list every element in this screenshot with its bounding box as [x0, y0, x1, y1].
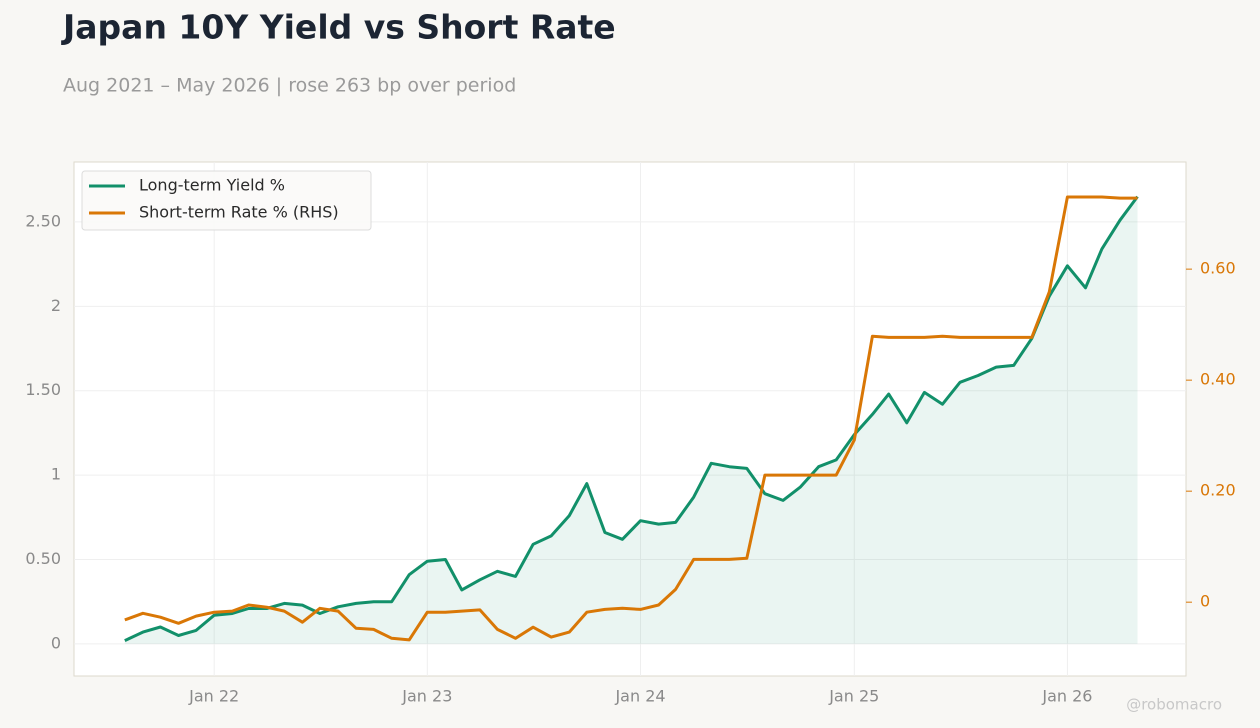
plot-area: [73, 161, 1187, 677]
legend-label: Long-term Yield %: [139, 176, 285, 195]
y-tick-label: 2.50: [25, 211, 61, 230]
x-tick-label: Jan 24: [614, 687, 665, 706]
legend-box: [81, 170, 372, 231]
x-tick-label: Jan 22: [188, 687, 239, 706]
y-tick-label: 1: [51, 465, 61, 484]
y2-tick-label: 0.20: [1200, 481, 1236, 500]
y-tick-label: 0: [51, 633, 61, 652]
legend-label: Short-term Rate % (RHS): [139, 203, 339, 222]
area: [124, 196, 1138, 644]
y-tick-label: 1.50: [25, 380, 61, 399]
x-tick-label: Jan 26: [1041, 687, 1092, 706]
x-tick-label: Jan 23: [401, 687, 452, 706]
y-tick-label: 0.50: [25, 549, 61, 568]
y2-tick-label: 0.40: [1200, 370, 1236, 389]
watermark: @robomacro: [1126, 696, 1222, 714]
chart-title: Japan 10Y Yield vs Short Rate: [61, 8, 616, 47]
y2-tick-label: 0.60: [1200, 259, 1236, 278]
line: [124, 195, 1139, 642]
y2-tick-label: 0: [1200, 592, 1210, 611]
x-tick-label: Jan 25: [828, 687, 879, 706]
line: [124, 195, 1138, 642]
chart-subtitle: Aug 2021 – May 2026 | rose 263 bp over p…: [63, 75, 516, 97]
y-tick-label: 2: [51, 296, 61, 315]
